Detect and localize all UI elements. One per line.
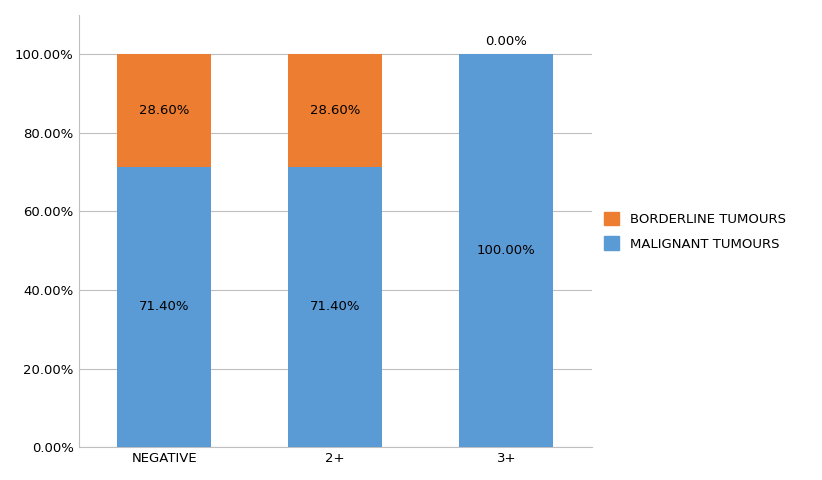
Bar (117, 167, 211, 447)
Legend: BORDERLINE TUMOURS, MALIGNANT TUMOURS: BORDERLINE TUMOURS, MALIGNANT TUMOURS (603, 212, 786, 251)
Bar (289, 54, 382, 167)
Text: 100.00%: 100.00% (477, 244, 536, 257)
Bar (459, 54, 553, 447)
Text: 28.60%: 28.60% (310, 104, 360, 117)
Bar (117, 54, 211, 167)
Bar (289, 167, 382, 447)
Text: 28.60%: 28.60% (139, 104, 189, 117)
Text: 71.40%: 71.40% (310, 300, 361, 313)
Text: 71.40%: 71.40% (139, 300, 189, 313)
Text: 0.00%: 0.00% (485, 36, 527, 48)
